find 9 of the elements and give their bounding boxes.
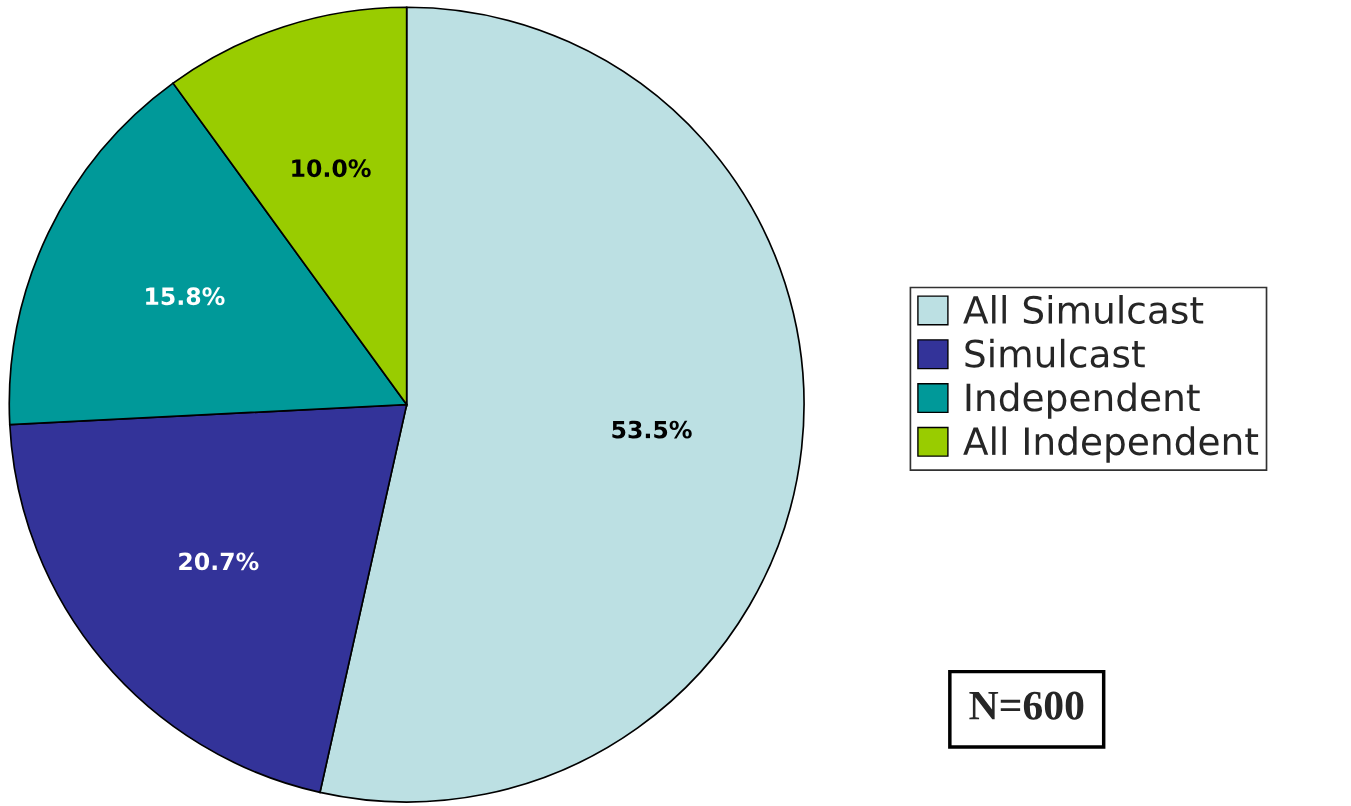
legend-label: All Simulcast (963, 294, 1204, 325)
legend-label: Simulcast (965, 338, 1145, 368)
legend-label: Independent (966, 382, 1200, 419)
data-label: 53.5% (612, 420, 692, 439)
data-label: 15.8% (146, 287, 225, 306)
legend-label: All Independent (963, 426, 1259, 463)
text: N=600 (969, 691, 1084, 720)
data-label: 20.7% (179, 552, 259, 571)
data-label: 10.0% (292, 159, 371, 178)
